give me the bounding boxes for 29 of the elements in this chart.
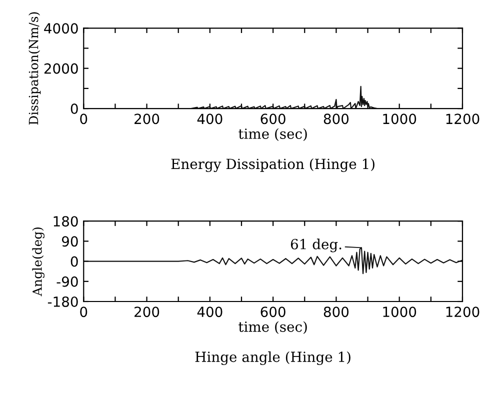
x-tick-label: 1000 [383,114,416,124]
x-tick-label: 1000 [383,306,416,318]
x-tick-label: 600 [260,114,286,124]
x-tick-label: 800 [324,114,349,124]
y-tick-label: 4000 [44,23,78,34]
x-tick-label: 800 [324,306,349,318]
x-tick-label: 0 [80,114,88,124]
y-tick-label: -90 [56,276,78,287]
x-tick-label: 0 [80,306,88,318]
y-tick-label: 2000 [44,63,78,74]
text: Hinge angle (Hinge 1) [195,351,350,365]
y-tick-label: 0 [70,256,78,267]
x-tick-label: 600 [260,306,286,318]
x-axis-title: time (sec) [238,128,307,141]
x-tick-label: 200 [134,114,160,124]
y-tick-label: 180 [54,216,78,227]
x-tick-label: 1200 [446,114,480,124]
y-axis-title: Dissipation(Nm/s) [28,12,41,125]
y-axis-title: Angle(deg) [32,227,44,296]
x-tick-label: 400 [197,114,222,124]
y-tick-label: -180 [48,296,78,307]
text: Energy Dissipation (Hinge 1) [171,158,374,172]
x-tick-label: 200 [134,306,160,318]
x-tick-label: 1200 [446,306,480,318]
annotation: 61 deg. [290,238,342,252]
x-axis-title: time (sec) [238,321,307,334]
x-tick-label: 400 [197,306,222,318]
y-tick-label: 90 [62,236,78,247]
y-tick-label: 0 [70,104,78,114]
